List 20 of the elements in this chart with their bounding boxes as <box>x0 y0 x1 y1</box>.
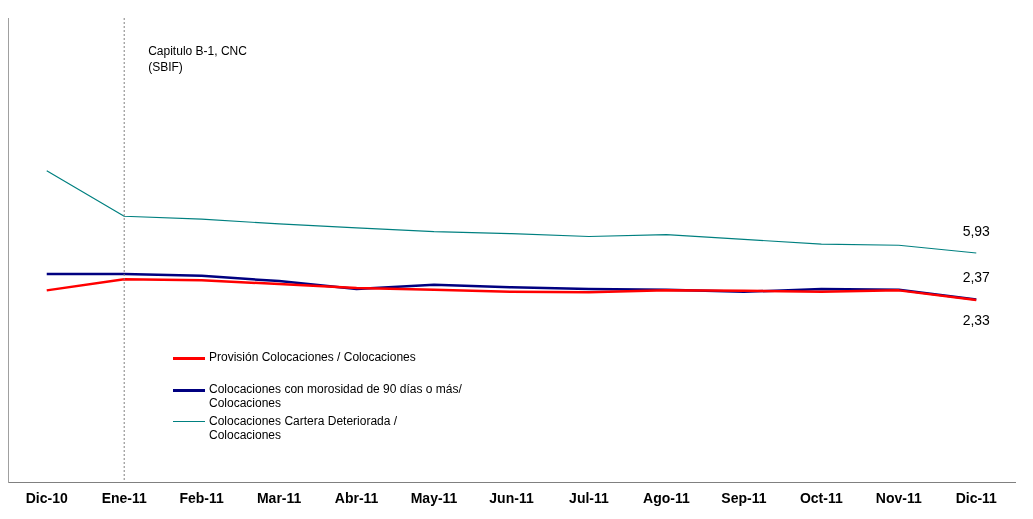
data-label: 2,33 <box>962 311 991 328</box>
ref-line-label: Capitulo B-1, CNC (SBIF) <box>148 44 248 75</box>
x-tick-label: Dic-10 <box>25 490 68 507</box>
x-tick-label: Jul-11 <box>569 490 610 507</box>
x-tick-label: Feb-11 <box>179 490 225 507</box>
legend-label: Colocaciones Cartera Deteriorada / Colocaciones <box>209 414 399 442</box>
x-tick-label: Oct-11 <box>799 490 843 507</box>
legend-label: Colocaciones con morosidad de 90 días o más/ Colocaciones <box>209 382 463 410</box>
x-tick-label: Sep-11 <box>721 490 767 507</box>
data-label: 2,37 <box>962 269 991 286</box>
legend-label: Provisión Colocaciones / Colocaciones <box>209 350 417 364</box>
x-tick-label: Ene-11 <box>101 490 147 507</box>
x-tick-label: Ago-11 <box>643 490 690 507</box>
x-tick-label: Jun-11 <box>489 490 534 507</box>
x-tick-label: Abr-11 <box>334 490 379 507</box>
data-label: 5,93 <box>962 222 991 239</box>
x-tick-label: May-11 <box>410 490 458 507</box>
x-tick-label: Nov-11 <box>875 490 922 507</box>
x-tick-label: Dic-11 <box>955 490 998 507</box>
x-tick-label: Mar-11 <box>256 490 302 507</box>
